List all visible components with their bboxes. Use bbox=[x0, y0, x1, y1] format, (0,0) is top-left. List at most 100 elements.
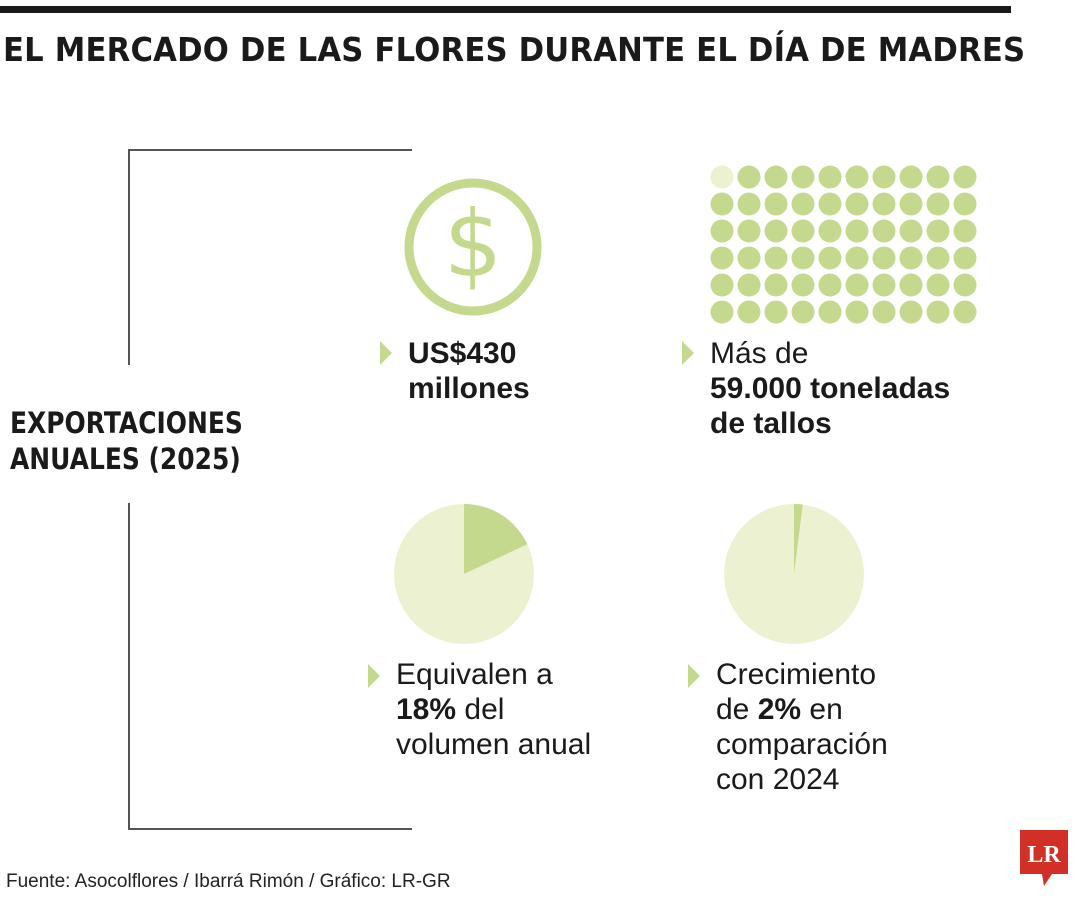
stat-tons-line2: 59.000 toneladas bbox=[710, 372, 951, 405]
svg-text:$: $ bbox=[444, 191, 503, 298]
bracket-top bbox=[128, 149, 412, 365]
waffle-dot bbox=[926, 300, 950, 324]
waffle-dot bbox=[710, 192, 734, 216]
triangle-arrow-icon bbox=[688, 664, 700, 688]
pie-slice-value bbox=[464, 504, 528, 574]
waffle-dot bbox=[764, 219, 788, 243]
waffle-dot bbox=[872, 300, 896, 324]
waffle-dot bbox=[818, 300, 842, 324]
waffle-dot bbox=[737, 219, 761, 243]
waffle-dot bbox=[737, 300, 761, 324]
waffle-dot bbox=[737, 273, 761, 297]
lr-logo: LR bbox=[1020, 830, 1068, 886]
waffle-dot bbox=[926, 165, 950, 189]
waffle-dot bbox=[872, 273, 896, 297]
waffle-dot bbox=[791, 300, 815, 324]
waffle-dot bbox=[899, 219, 923, 243]
svg-text:LR: LR bbox=[1027, 842, 1061, 868]
source-note: Fuente: Asocolflores / Ibarrá Rimón / Gr… bbox=[6, 871, 451, 892]
waffle-dot bbox=[953, 246, 977, 270]
section-label-line1: EXPORTACIONES bbox=[10, 406, 243, 440]
waffle-dot bbox=[845, 273, 869, 297]
stat-tons-line3: de tallos bbox=[710, 407, 832, 440]
stat-share-line1: Equivalen a bbox=[396, 658, 553, 691]
waffle-dot bbox=[872, 192, 896, 216]
section-label-line2: ANUALES (2025) bbox=[10, 442, 241, 476]
stat-growth-percent: 2% bbox=[757, 693, 802, 726]
waffle-dot bbox=[845, 300, 869, 324]
waffle-dot bbox=[791, 219, 815, 243]
waffle-dot bbox=[764, 246, 788, 270]
waffle-dot bbox=[710, 273, 734, 297]
waffle-chart bbox=[710, 165, 977, 324]
triangle-arrow-icon bbox=[368, 664, 380, 688]
waffle-dot bbox=[791, 192, 815, 216]
waffle-dot bbox=[764, 273, 788, 297]
waffle-dot bbox=[845, 165, 869, 189]
waffle-dot bbox=[818, 192, 842, 216]
stat-value-line2: millones bbox=[408, 372, 530, 405]
stat-growth-line3: comparación bbox=[716, 728, 888, 761]
stat-growth-line1: Crecimiento bbox=[716, 658, 877, 691]
waffle-dot bbox=[872, 246, 896, 270]
stat-share: Equivalen a 18% del volumen anual bbox=[368, 657, 592, 762]
bracket-bottom bbox=[128, 503, 412, 830]
waffle-dot bbox=[818, 273, 842, 297]
waffle-dot bbox=[845, 219, 869, 243]
waffle-dot bbox=[710, 246, 734, 270]
triangle-arrow-icon bbox=[380, 341, 392, 365]
pie-slice-value bbox=[794, 504, 803, 574]
stat-growth-post: en bbox=[801, 693, 843, 726]
waffle-dot bbox=[926, 273, 950, 297]
waffle-dot bbox=[818, 246, 842, 270]
stat-growth-pre: de bbox=[716, 693, 758, 726]
stat-share-rest: del bbox=[456, 693, 505, 726]
waffle-dot bbox=[791, 165, 815, 189]
waffle-dot bbox=[953, 165, 977, 189]
stat-tons-line1: Más de bbox=[710, 337, 809, 370]
top-rule bbox=[0, 6, 1011, 13]
stat-share-line3: volumen anual bbox=[396, 728, 592, 761]
stat-share-percent: 18% bbox=[396, 693, 457, 726]
waffle-dot bbox=[953, 273, 977, 297]
waffle-dot bbox=[926, 219, 950, 243]
stat-value: US$430 millones bbox=[380, 336, 530, 406]
waffle-dot bbox=[845, 246, 869, 270]
waffle-dot bbox=[899, 246, 923, 270]
waffle-dot bbox=[953, 192, 977, 216]
waffle-dot bbox=[710, 219, 734, 243]
waffle-dot bbox=[710, 165, 734, 189]
waffle-dot bbox=[845, 192, 869, 216]
waffle-dot bbox=[899, 165, 923, 189]
waffle-dot bbox=[737, 246, 761, 270]
page-title: EL MERCADO DE LAS FLORES DURANTE EL DÍA … bbox=[3, 30, 1026, 69]
waffle-dot bbox=[872, 165, 896, 189]
waffle-dot bbox=[899, 300, 923, 324]
waffle-dot bbox=[737, 192, 761, 216]
stat-growth-line4: con 2024 bbox=[716, 763, 840, 796]
waffle-dot bbox=[764, 300, 788, 324]
waffle-dot bbox=[953, 219, 977, 243]
waffle-dot bbox=[926, 246, 950, 270]
waffle-dot bbox=[764, 165, 788, 189]
waffle-dot bbox=[899, 192, 923, 216]
waffle-dot bbox=[764, 192, 788, 216]
section-label: EXPORTACIONES ANUALES (2025) bbox=[10, 405, 243, 477]
waffle-dot bbox=[791, 273, 815, 297]
triangle-arrow-icon bbox=[682, 341, 694, 365]
waffle-dot bbox=[710, 300, 734, 324]
pie-chart-share bbox=[394, 504, 534, 644]
pie-chart-growth bbox=[724, 504, 864, 644]
waffle-dot bbox=[818, 165, 842, 189]
stat-tons: Más de 59.000 toneladas de tallos bbox=[682, 336, 951, 441]
stat-growth: Crecimiento de 2% en comparación con 202… bbox=[688, 657, 888, 797]
dollar-circle-icon: $ bbox=[404, 178, 542, 316]
waffle-dot bbox=[872, 219, 896, 243]
waffle-dot bbox=[791, 246, 815, 270]
waffle-dot bbox=[818, 219, 842, 243]
waffle-dot bbox=[737, 165, 761, 189]
waffle-dot bbox=[926, 192, 950, 216]
waffle-dot bbox=[899, 273, 923, 297]
stat-value-line1: US$430 bbox=[408, 337, 517, 370]
waffle-dot bbox=[953, 300, 977, 324]
